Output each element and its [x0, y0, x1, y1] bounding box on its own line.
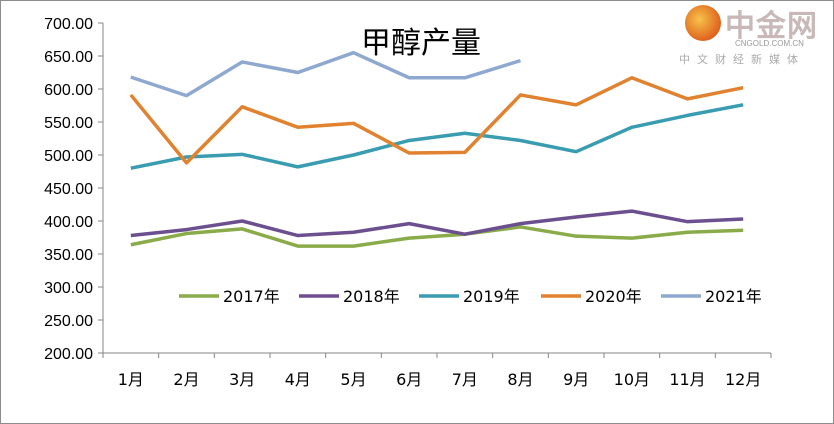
watermark-url: CNGOLD.COM.CN — [735, 39, 804, 48]
logo-mark-icon — [685, 5, 721, 41]
watermark-name: 中金网 — [725, 9, 818, 44]
x-tick-label: 7月 — [452, 370, 478, 389]
y-tick-label: 500.00 — [44, 148, 93, 165]
y-tick-label: 200.00 — [44, 346, 93, 363]
y-tick-label: 350.00 — [44, 247, 93, 264]
series-line-2021 — [130, 50, 522, 98]
y-tick-label: 300.00 — [44, 280, 93, 297]
series-line-2018 — [130, 209, 744, 238]
x-tick-label: 9月 — [563, 370, 589, 389]
x-tick-label: 3月 — [229, 370, 255, 389]
series-line-2019 — [130, 103, 744, 170]
x-tick-label: 5月 — [340, 370, 366, 389]
y-tick-label: 250.00 — [44, 313, 93, 330]
y-tick-label: 450.00 — [44, 181, 93, 198]
legend-label: 2017年 — [223, 287, 280, 306]
x-tick-label: 2月 — [173, 370, 199, 389]
legend-label: 2018年 — [343, 287, 400, 306]
x-tick-label: 8月 — [507, 370, 533, 389]
watermark-logo: 中金网 CNGOLD.COM.CN 中文财经新媒体 — [677, 3, 827, 69]
legend-label: 2021年 — [705, 287, 762, 306]
y-tick-label: 400.00 — [44, 214, 93, 231]
x-tick-label: 6月 — [396, 370, 422, 389]
x-tick-label: 11月 — [669, 370, 705, 389]
x-tick-label: 12月 — [725, 370, 761, 389]
y-tick-label: 600.00 — [44, 82, 93, 99]
x-tick-label: 4月 — [285, 370, 311, 389]
y-tick-label: 700.00 — [44, 16, 93, 33]
x-tick-label: 10月 — [614, 370, 650, 389]
chart-title: 甲醇产量 — [361, 26, 481, 61]
legend-label: 2019年 — [463, 287, 520, 306]
x-tick-label: 1月 — [118, 370, 144, 389]
watermark-slogan: 中文财经新媒体 — [679, 53, 805, 66]
series-line-2017 — [130, 225, 744, 248]
series-line-2020 — [129, 76, 744, 165]
y-tick-label: 650.00 — [44, 49, 93, 66]
y-tick-label: 550.00 — [44, 115, 93, 132]
legend-label: 2020年 — [585, 287, 642, 306]
